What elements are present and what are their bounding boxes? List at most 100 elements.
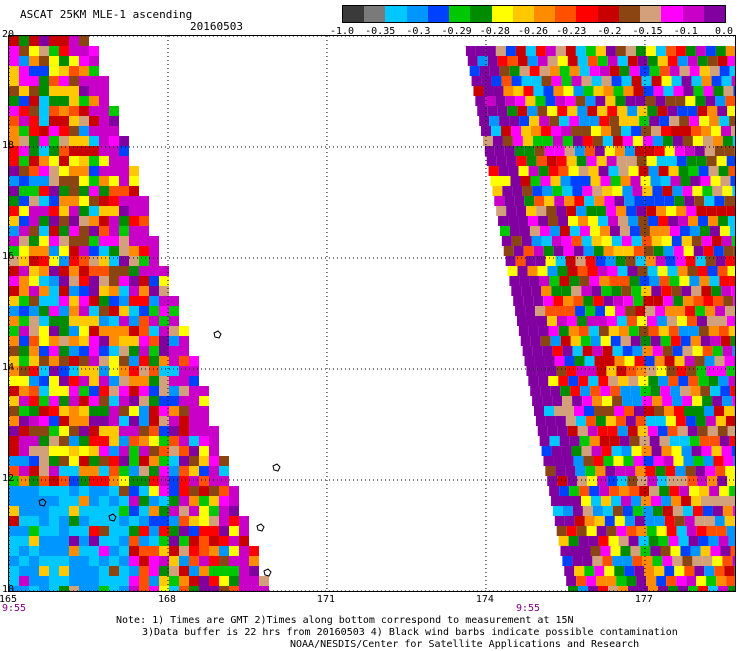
data-cell (119, 356, 129, 366)
data-cell (607, 476, 617, 486)
data-cell (472, 76, 482, 86)
data-cell (572, 396, 582, 406)
data-cell (686, 206, 696, 216)
data-cell (99, 376, 109, 386)
data-cell (49, 526, 59, 536)
color-scale-segment (704, 6, 725, 22)
data-cell (627, 316, 637, 326)
data-cell (651, 496, 661, 506)
color-scale-segment (407, 6, 428, 22)
data-cell (69, 166, 79, 176)
data-cell (29, 326, 39, 336)
data-cell (655, 466, 665, 476)
data-cell (69, 106, 79, 116)
data-cell (583, 456, 593, 466)
data-cell (493, 136, 503, 146)
data-cell (659, 116, 669, 126)
data-cell (29, 456, 39, 466)
data-cell (179, 556, 189, 566)
data-cell (129, 486, 139, 496)
color-scale-segment (576, 6, 597, 22)
data-cell (715, 96, 725, 106)
data-cell (99, 116, 109, 126)
data-cell (655, 356, 665, 366)
data-cell (652, 76, 662, 86)
data-cell (724, 406, 734, 416)
data-cell (543, 346, 553, 356)
data-cell (584, 566, 594, 576)
data-cell (149, 356, 159, 366)
data-cell (517, 156, 527, 166)
data-cell (537, 316, 547, 326)
satellite-map[interactable] (8, 35, 736, 592)
data-cell (109, 326, 119, 336)
data-cell (616, 206, 626, 216)
data-cell (139, 286, 149, 296)
data-cell (179, 356, 189, 366)
data-cell (473, 86, 483, 96)
data-cell (616, 416, 626, 426)
data-cell (39, 356, 49, 366)
data-cell (561, 126, 571, 136)
data-cell (566, 46, 576, 56)
data-cell (9, 396, 19, 406)
data-cell (119, 166, 129, 176)
data-cell (610, 386, 620, 396)
data-cell (39, 136, 49, 146)
data-cell (139, 426, 149, 436)
data-cell (722, 396, 732, 406)
data-cell (526, 206, 536, 216)
data-cell (680, 66, 690, 76)
data-cell (79, 296, 89, 306)
data-cell (560, 226, 570, 236)
data-cell (179, 456, 189, 466)
data-cell (29, 206, 39, 216)
data-cell (49, 226, 59, 236)
data-cell (89, 386, 99, 396)
data-cell (119, 586, 129, 591)
data-cell (643, 346, 653, 356)
data-cell (673, 346, 683, 356)
data-cell (617, 526, 627, 536)
data-cell (79, 196, 89, 206)
data-cell (597, 526, 607, 536)
data-cell (39, 506, 49, 516)
data-cell (540, 226, 550, 236)
data-cell (79, 306, 89, 316)
data-cell (9, 106, 19, 116)
data-cell (79, 586, 89, 591)
data-cell (690, 176, 700, 186)
data-cell (470, 66, 480, 76)
data-cell (547, 316, 557, 326)
data-cell (39, 86, 49, 96)
data-cell (568, 56, 578, 66)
data-cell (634, 196, 644, 206)
data-cell (609, 326, 619, 336)
data-cell (69, 506, 79, 516)
data-cell (602, 556, 612, 566)
data-cell (626, 576, 636, 586)
data-cell (79, 316, 89, 326)
data-cell (69, 476, 79, 486)
data-cell (683, 86, 693, 96)
data-cell (500, 176, 510, 186)
data-cell (703, 136, 713, 146)
data-cell (149, 406, 159, 416)
data-cell (689, 536, 699, 546)
data-cell (638, 266, 648, 276)
data-cell (19, 316, 29, 326)
data-cell (595, 516, 605, 526)
data-cell (79, 236, 89, 246)
color-scale-segment (598, 6, 619, 22)
data-cell (29, 186, 39, 196)
data-cell (550, 226, 560, 236)
data-cell (658, 426, 668, 436)
data-cell (577, 316, 587, 326)
data-cell (719, 116, 729, 126)
data-cell (646, 46, 656, 56)
data-cell (89, 336, 99, 346)
data-cell (489, 116, 499, 126)
data-cell (728, 376, 735, 386)
data-cell (209, 426, 219, 436)
data-cell (79, 556, 89, 566)
